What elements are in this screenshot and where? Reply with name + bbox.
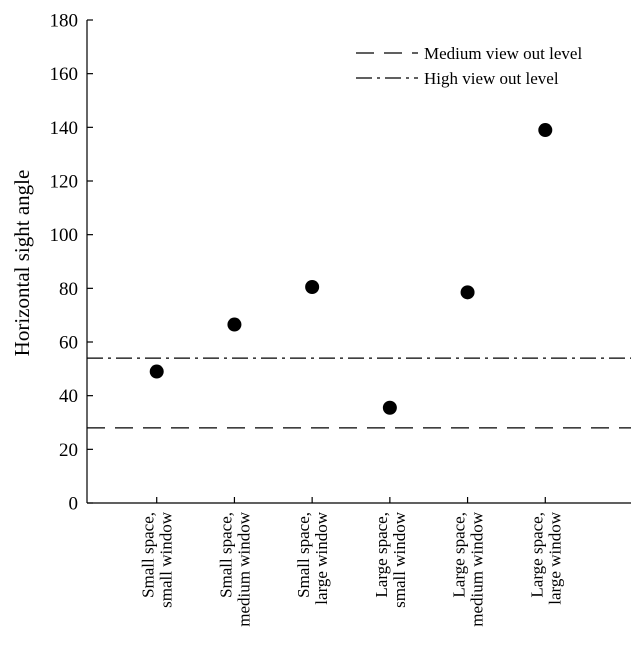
x-tick-label: large window xyxy=(545,511,564,604)
x-tick-label: small window xyxy=(157,511,176,608)
y-tick-label: 140 xyxy=(50,118,79,139)
data-point xyxy=(382,400,397,415)
legend: Medium view out level High view out level xyxy=(356,44,582,88)
y-tick-label: 60 xyxy=(59,333,78,354)
y-tick-label: 40 xyxy=(59,386,78,407)
legend-label: Medium view out level xyxy=(424,44,582,63)
data-points xyxy=(149,123,553,415)
data-point xyxy=(149,364,164,379)
x-tick-label: medium window xyxy=(234,511,253,626)
data-point xyxy=(227,317,242,332)
y-tick-label: 120 xyxy=(50,172,79,193)
x-tick-label: Large space, xyxy=(527,512,546,598)
data-point xyxy=(305,279,320,294)
x-tick-label: Small space, xyxy=(294,512,313,598)
x-tick-label: Small space, xyxy=(216,512,235,598)
y-tick-label: 0 xyxy=(69,494,79,515)
x-tick-label: medium window xyxy=(468,511,487,626)
y-tick-label: 100 xyxy=(50,225,79,246)
data-point xyxy=(460,285,475,300)
y-tick-label: 80 xyxy=(59,279,78,300)
x-tick-label: Small space, xyxy=(139,512,158,598)
legend-label: High view out level xyxy=(424,69,559,88)
y-axis-title: Horizontal sight angle xyxy=(10,170,34,357)
x-tick-label: Large space, xyxy=(450,512,469,598)
x-tick-label: small window xyxy=(390,511,409,608)
data-point xyxy=(538,123,553,138)
reference-lines xyxy=(87,357,631,429)
y-tick-label: 180 xyxy=(50,11,79,32)
y-tick-label: 160 xyxy=(50,64,79,85)
y-tick-label: 20 xyxy=(59,440,78,461)
x-tick-label: Large space, xyxy=(372,512,391,598)
x-tick-label: large window xyxy=(312,511,331,604)
